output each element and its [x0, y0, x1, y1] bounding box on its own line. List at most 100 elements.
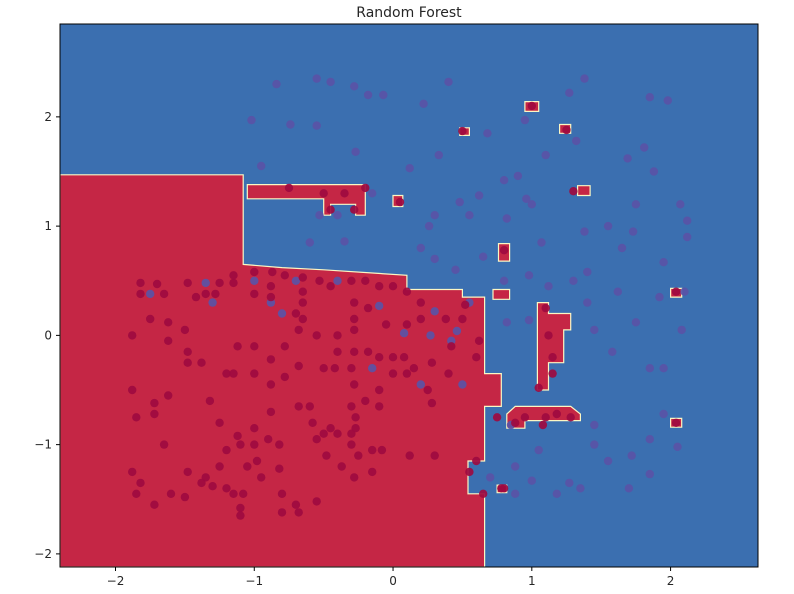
- point-class1-123: [266, 407, 276, 417]
- point-class0-5: [326, 77, 335, 87]
- point-class1-26: [416, 298, 425, 307]
- point-class1-173: [544, 331, 553, 340]
- point-class1-63: [333, 331, 342, 340]
- point-class1-116: [150, 398, 159, 408]
- point-class1-121: [250, 440, 259, 449]
- point-class1-100: [197, 478, 206, 488]
- point-class0-41: [603, 221, 613, 231]
- point-class1-138: [472, 456, 481, 466]
- point-class1-91: [166, 489, 176, 498]
- point-class0-16: [663, 96, 672, 105]
- point-class1-29: [164, 318, 173, 327]
- point-class1-128: [275, 440, 284, 449]
- decision-region-1: [246, 184, 366, 216]
- point-class0-10: [444, 77, 453, 87]
- point-class0-49: [613, 287, 622, 296]
- point-class1-165: [395, 197, 405, 207]
- point-class1-115: [150, 409, 159, 419]
- point-class0-22: [513, 171, 523, 181]
- point-class0-29: [631, 200, 641, 209]
- point-class1-146: [474, 336, 484, 345]
- point-class1-154: [511, 418, 520, 427]
- point-class1-92: [150, 500, 159, 509]
- point-class1-37: [229, 369, 238, 378]
- point-class1-88: [215, 462, 224, 471]
- point-class1-1: [136, 289, 145, 299]
- point-class0-80: [486, 473, 495, 482]
- point-class1-112: [208, 482, 217, 491]
- point-class1-75: [381, 320, 391, 329]
- point-class1-32: [183, 347, 192, 356]
- point-class1-41: [280, 372, 289, 382]
- point-class0-104: [333, 276, 342, 285]
- point-class0-102: [208, 298, 217, 307]
- point-class1-130: [319, 429, 328, 438]
- point-class0-100: [375, 301, 384, 311]
- point-class0-96: [399, 329, 409, 338]
- x-tick-label-0: −2: [107, 574, 125, 588]
- point-class1-76: [402, 320, 412, 329]
- point-class0-88: [527, 476, 536, 485]
- point-class1-124: [294, 402, 303, 411]
- y-axis: −2 −1 0 1 2: [34, 110, 60, 561]
- x-tick-label-1: −1: [245, 574, 263, 588]
- point-class1-84: [322, 451, 331, 460]
- decision-region-0: [60, 174, 502, 567]
- point-class0-27: [640, 143, 649, 152]
- point-class1-140: [479, 489, 488, 498]
- point-class1-164: [497, 484, 506, 493]
- point-class1-90: [183, 467, 192, 477]
- point-class0-51: [305, 238, 314, 247]
- point-class1-106: [312, 497, 321, 506]
- point-class0-21: [499, 176, 509, 185]
- point-class0-81: [511, 462, 520, 471]
- point-class1-6: [211, 289, 220, 299]
- point-class1-16: [250, 289, 259, 299]
- point-class1-48: [347, 364, 356, 373]
- point-class0-75: [645, 435, 654, 444]
- point-class1-20: [326, 282, 335, 291]
- point-class0-38: [502, 214, 511, 223]
- point-class1-156: [566, 413, 575, 422]
- point-class0-71: [645, 364, 654, 373]
- point-class1-85: [350, 473, 359, 482]
- point-class1-157: [499, 246, 509, 255]
- point-class1-110: [236, 511, 245, 520]
- y-tick-label-1: −1: [34, 438, 52, 452]
- point-class1-69: [388, 353, 398, 362]
- point-class0-93: [458, 380, 467, 389]
- point-class1-65: [350, 325, 359, 335]
- point-class1-61: [291, 309, 301, 318]
- point-class0-42: [628, 227, 638, 236]
- point-class1-82: [377, 445, 387, 455]
- point-class1-109: [236, 503, 245, 513]
- point-class0-12: [520, 115, 530, 125]
- point-class1-168: [319, 189, 328, 198]
- point-class1-119: [215, 418, 224, 427]
- point-class1-17: [266, 282, 276, 291]
- point-class1-0: [136, 278, 145, 288]
- point-class1-38: [250, 369, 259, 378]
- point-class1-40: [250, 342, 259, 351]
- series-class-1: [128, 101, 681, 520]
- point-class0-18: [405, 164, 414, 173]
- point-class1-23: [375, 282, 384, 291]
- point-class1-133: [351, 424, 360, 433]
- point-class1-153: [538, 420, 548, 430]
- point-class1-171: [326, 205, 335, 214]
- point-class1-174: [548, 353, 557, 362]
- point-class1-67: [363, 347, 373, 356]
- point-class1-79: [333, 429, 342, 438]
- point-class0-20: [474, 191, 484, 200]
- point-class1-44: [280, 342, 289, 351]
- point-class1-170: [350, 205, 359, 214]
- point-class1-58: [294, 325, 303, 335]
- point-class0-32: [315, 211, 324, 220]
- point-class0-77: [627, 451, 636, 460]
- point-class0-91: [368, 364, 377, 373]
- point-class1-111: [222, 484, 231, 493]
- decision-region-5: [536, 302, 572, 391]
- point-class1-52: [375, 385, 384, 395]
- point-class1-163: [671, 418, 681, 427]
